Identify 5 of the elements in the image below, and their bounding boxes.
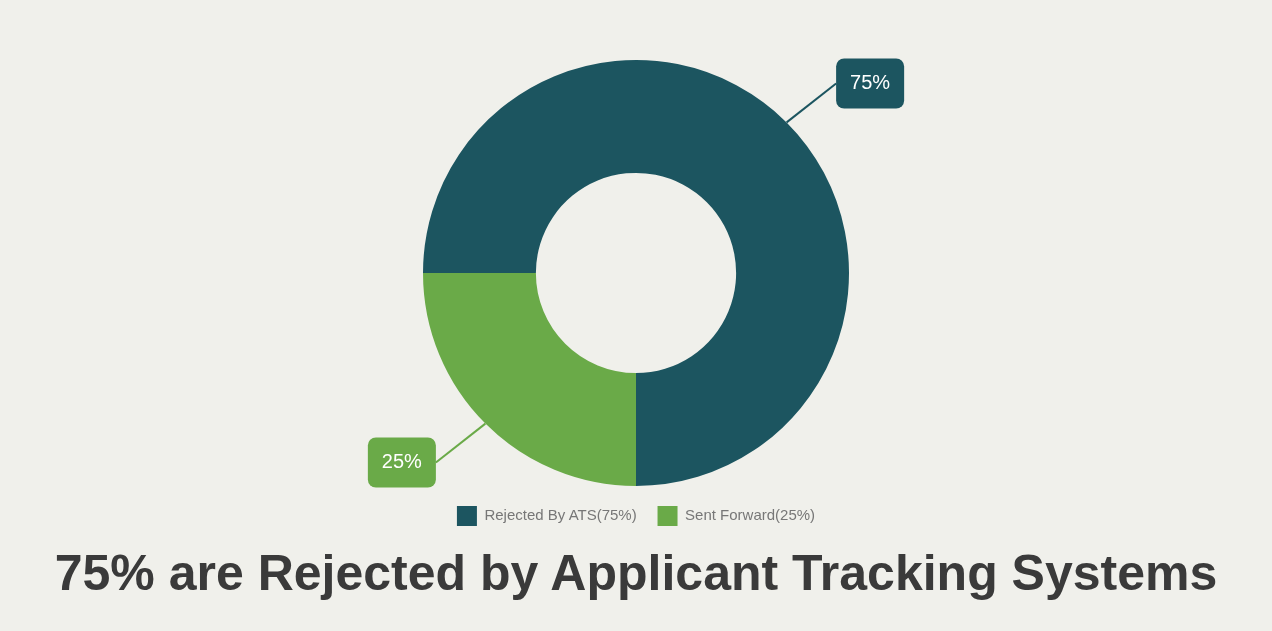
text: 75% are Rejected by Applicant Tracking Systems xyxy=(54,544,1218,601)
legend-label: Sent Forward(25%) xyxy=(685,506,816,524)
legend-label: Rejected By ATS(75%) xyxy=(484,506,637,524)
data-label: 75% xyxy=(850,71,891,94)
data-label: 25% xyxy=(381,450,423,473)
